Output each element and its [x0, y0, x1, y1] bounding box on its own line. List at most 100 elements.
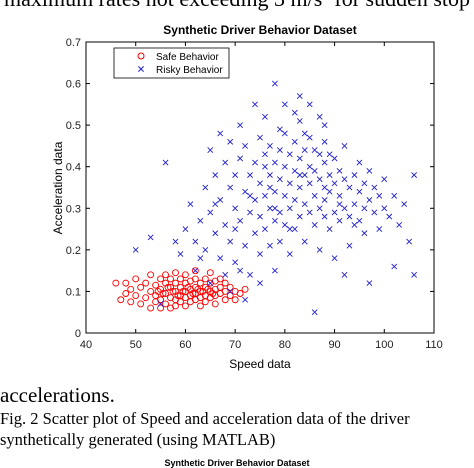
- y-tick-label: 0.3: [66, 203, 81, 215]
- risky-point: [291, 109, 298, 116]
- risky-point: [326, 172, 333, 178]
- risky-point: [212, 201, 219, 208]
- risky-point: [182, 226, 189, 232]
- risky-point: [276, 238, 283, 245]
- risky-point: [262, 192, 268, 199]
- legend-box: [113, 47, 230, 79]
- safe-point: [157, 296, 165, 304]
- risky-point: [271, 205, 278, 212]
- risky-point: [237, 122, 244, 129]
- risky-point: [217, 197, 224, 203]
- risky-point: [276, 209, 283, 216]
- safe-point: [221, 279, 229, 287]
- risky-point: [207, 209, 214, 216]
- risky-point: [306, 134, 313, 141]
- risky-point: [411, 271, 418, 278]
- risky-point: [311, 147, 318, 154]
- safe-point: [112, 279, 120, 287]
- figure-caption: Fig. 2 Scatter plot of Speed and acceler…: [0, 409, 410, 449]
- plot-frame: [85, 41, 435, 334]
- risky-point: [371, 184, 378, 191]
- axis-ticks: 40 50 60 70 80 90 100 110 0 0.1 0.2 0.3 0.4 0.5 0.6 0.7: [66, 37, 443, 351]
- risky-point: [271, 267, 278, 274]
- risky-point: [281, 221, 288, 228]
- risky-point: [172, 238, 179, 245]
- safe-point: [172, 269, 179, 277]
- risky-point: [267, 242, 273, 249]
- safe-point: [174, 292, 182, 300]
- risky-point: [366, 167, 373, 174]
- series-risky: [132, 80, 418, 316]
- safe-point: [177, 275, 184, 283]
- x-tick-label: 50: [130, 339, 142, 351]
- safe-point: [147, 271, 155, 279]
- safe-point: [241, 285, 249, 293]
- risky-point: [296, 155, 303, 162]
- x-tick-label: 60: [179, 339, 191, 351]
- risky-point: [262, 163, 268, 170]
- risky-point: [267, 172, 273, 178]
- risky-point: [361, 230, 368, 237]
- risky-point: [227, 288, 234, 295]
- series-safe: [112, 267, 249, 312]
- risky-point: [212, 172, 219, 178]
- safe-point: [206, 269, 214, 277]
- risky-point: [376, 226, 383, 232]
- risky-point: [262, 226, 268, 232]
- risky-point: [262, 151, 268, 158]
- safe-point: [209, 290, 217, 297]
- risky-point: [202, 246, 209, 253]
- risky-point: [351, 172, 358, 178]
- risky-point: [311, 167, 318, 174]
- legend-risky-x: [138, 66, 144, 72]
- risky-point: [281, 163, 288, 170]
- y-tick-label: 0.2: [66, 245, 81, 257]
- risky-point: [291, 138, 298, 145]
- risky-point: [316, 176, 323, 183]
- safe-point: [117, 296, 125, 304]
- legend-risky-marker: [138, 66, 144, 72]
- risky-point: [227, 138, 234, 145]
- safe-point: [127, 285, 135, 293]
- safe-point: [191, 267, 199, 275]
- scatter-chart: Synthetic Driver Behavior Dataset 40 50 60…: [51, 23, 443, 371]
- risky-point: [237, 155, 244, 162]
- risky-point: [267, 184, 273, 191]
- safe-point: [169, 287, 177, 295]
- risky-point: [192, 238, 199, 245]
- x-tick-label: 90: [328, 339, 340, 351]
- risky-point: [311, 221, 318, 228]
- risky-point: [321, 184, 328, 191]
- safe-point: [181, 302, 189, 310]
- risky-point: [177, 251, 184, 257]
- safe-point: [137, 300, 145, 308]
- risky-point: [281, 101, 288, 108]
- safe-point: [164, 283, 172, 291]
- risky-point: [336, 217, 343, 224]
- risky-point: [341, 176, 348, 183]
- risky-point: [296, 172, 303, 178]
- risky-point: [316, 205, 323, 212]
- safe-point: [172, 279, 179, 287]
- legend-safe-marker: [137, 52, 145, 60]
- safe-point: [216, 275, 224, 283]
- safe-point: [226, 283, 234, 291]
- risky-point: [222, 159, 229, 166]
- safe-point: [211, 300, 219, 308]
- risky-point: [207, 280, 214, 287]
- risky-point: [232, 259, 239, 266]
- risky-point: [271, 217, 278, 224]
- risky-point: [257, 134, 263, 141]
- risky-point: [341, 143, 348, 149]
- risky-point: [341, 271, 348, 278]
- risky-point: [346, 184, 353, 191]
- risky-point: [296, 118, 303, 124]
- risky-point: [217, 255, 224, 262]
- risky-point: [321, 122, 328, 129]
- safe-point: [122, 279, 130, 287]
- legend: Safe Behavior Risky Behavior: [113, 47, 230, 79]
- risky-point: [252, 159, 258, 166]
- risky-point: [391, 192, 398, 199]
- risky-point: [162, 159, 169, 166]
- risky-point: [346, 242, 353, 249]
